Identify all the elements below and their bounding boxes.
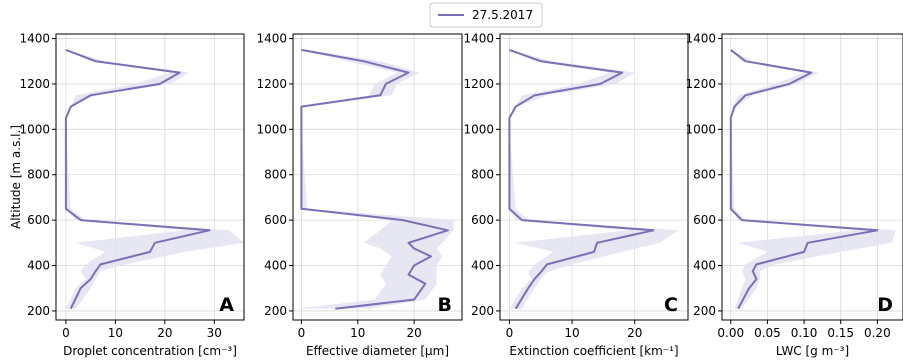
x-tick-label: 30: [207, 326, 222, 340]
y-tick-label: 600: [471, 213, 494, 227]
y-axis-label: Altitude [m a.s.l.]: [9, 125, 23, 229]
x-tick-label: 0: [506, 326, 514, 340]
y-tick-label: 1400: [256, 32, 287, 46]
series-line: [64, 48, 211, 310]
x-tick-label: 0.20: [864, 326, 891, 340]
uncertainty-band: [295, 49, 454, 309]
y-tick-label: 800: [27, 168, 50, 182]
y-tick-label: 800: [264, 168, 287, 182]
y-tick-label: 1400: [685, 32, 716, 46]
x-axis-label: Effective diameter [μm]: [306, 344, 449, 358]
plot-frame: [499, 33, 689, 321]
y-tick-label: 1200: [685, 77, 716, 91]
panel-b: 200 400 600 800 1000 1200 1400 0 10 20 Effective d…: [256, 32, 463, 358]
y-tick-label: 200: [264, 304, 287, 318]
panel-letter: B: [438, 294, 452, 316]
y-tick-label: 1200: [19, 77, 50, 91]
panel-letter: C: [664, 294, 678, 316]
x-tick-label: 10: [350, 326, 365, 340]
y-tick-label: 600: [264, 213, 287, 227]
uncertainty-band: [65, 49, 245, 309]
y-tick-label: 400: [27, 259, 50, 273]
series-line: [729, 49, 879, 310]
y-tick-label: 400: [471, 259, 494, 273]
panel-c: 200 400 600 800 1000 1200 1400 0 10 20 Extinction …: [463, 32, 689, 358]
y-tick-label: 200: [471, 304, 494, 318]
x-tick-label: 10: [564, 326, 579, 340]
panel-letter: D: [877, 294, 893, 316]
panel-d: 200 400 600 800 1000 1200 1400 0.00 0.05 0.10 0.15…: [685, 32, 903, 358]
x-tick-label: 0.05: [754, 326, 781, 340]
series-line: [300, 48, 449, 310]
x-tick-label: 0.15: [827, 326, 854, 340]
y-tick-label: 800: [471, 168, 494, 182]
plot-frame: [721, 33, 903, 321]
y-tick-label: 200: [27, 304, 50, 318]
y-tick-label: 1000: [19, 122, 50, 136]
y-tick-label: 600: [693, 213, 716, 227]
panel-letter: A: [219, 294, 234, 316]
x-axis-label: LWC [g m⁻³]: [776, 344, 849, 358]
y-tick-label: 800: [693, 168, 716, 182]
y-tick-label: 1200: [256, 77, 287, 91]
legend-label: 27.5.2017: [472, 8, 533, 22]
x-tick-label: 0.10: [791, 326, 818, 340]
uncertainty-band: [730, 49, 896, 309]
y-tick-label: 1400: [463, 32, 494, 46]
uncertainty-band: [509, 49, 679, 309]
x-axis-label: Droplet concentration [cm⁻³]: [63, 344, 237, 358]
y-tick-label: 200: [693, 304, 716, 318]
x-tick-label: 10: [108, 326, 123, 340]
y-tick-label: 400: [264, 259, 287, 273]
panel-a: 200 400 600 800 1000 1200 1400 0 10 20 30 Droplet c…: [19, 32, 245, 358]
x-tick-label: 20: [406, 326, 421, 340]
x-tick-label: 0.00: [717, 326, 744, 340]
y-tick-label: 400: [693, 259, 716, 273]
x-tick-label: 0: [298, 326, 306, 340]
y-tick-label: 1000: [685, 122, 716, 136]
x-axis-label: Extinction coefficient [km⁻¹]: [509, 344, 678, 358]
legend-frame: [429, 2, 543, 28]
plot-frame: [292, 33, 463, 321]
y-tick-label: 1400: [19, 32, 50, 46]
plot-frame: [55, 33, 245, 321]
y-tick-label: 1000: [463, 122, 494, 136]
x-tick-label: 20: [157, 326, 172, 340]
y-tick-label: 600: [27, 213, 50, 227]
legend: 27.5.2017: [429, 2, 543, 28]
y-tick-label: 1200: [463, 77, 494, 91]
series-line: [508, 48, 655, 310]
x-tick-label: 0: [62, 326, 70, 340]
y-tick-label: 1000: [256, 122, 287, 136]
x-tick-label: 20: [627, 326, 642, 340]
